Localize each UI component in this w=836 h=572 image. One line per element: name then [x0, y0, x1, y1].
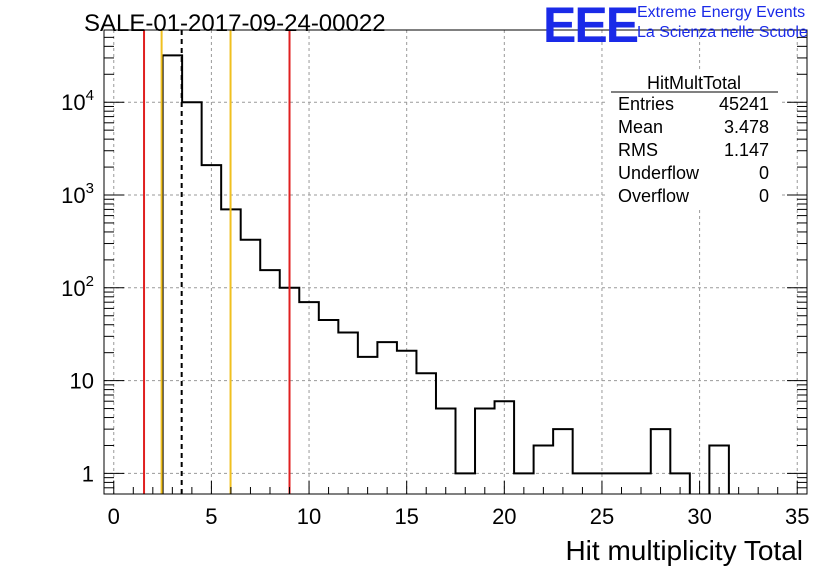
stats-label-underflow: Underflow [618, 163, 700, 183]
x-tick-label: 30 [687, 504, 711, 529]
histogram-bin [553, 429, 573, 494]
x-tick-label: 5 [205, 504, 217, 529]
histogram-bin [241, 240, 261, 494]
histogram-bin [260, 270, 280, 494]
histogram-outline [708, 444, 730, 494]
logo-line-2: La Scienza nelle Scuole [637, 24, 808, 41]
logo-letters: EEE [543, 0, 639, 53]
stats-box: HitMultTotal Entries 45241 Mean 3.478 RM… [608, 70, 780, 208]
histogram-bin [534, 445, 554, 494]
histogram-bin [475, 409, 495, 494]
y-tick-label: 103 [61, 180, 94, 208]
x-tick-label: 25 [590, 504, 614, 529]
y-tick-label: 102 [61, 273, 94, 301]
stats-value-rms: 1.147 [724, 140, 769, 160]
x-axis-label: Hit multiplicity Total [565, 535, 803, 566]
logo-line-1: Extreme Energy Events [637, 4, 806, 21]
y-tick-label: 104 [61, 87, 94, 115]
stats-label-rms: RMS [618, 140, 658, 160]
histogram-bin [709, 445, 729, 494]
stats-label-overflow: Overflow [618, 186, 690, 206]
grid-lines [104, 30, 807, 494]
stats-value-underflow: 0 [759, 163, 769, 183]
histogram-outline [161, 54, 691, 494]
histogram-bin [377, 342, 397, 494]
x-tick-label: 35 [785, 504, 809, 529]
y-tick-label: 1 [82, 461, 94, 486]
histogram-bin [651, 429, 671, 494]
stats-label-entries: Entries [618, 94, 674, 114]
histogram-bin [436, 409, 456, 494]
histogram-bins [161, 54, 730, 494]
histogram-bin [163, 55, 183, 494]
stats-title: HitMultTotal [647, 73, 741, 93]
stats-value-overflow: 0 [759, 186, 769, 206]
histogram-bin [416, 373, 436, 494]
x-tick-label: 20 [492, 504, 516, 529]
chart-title: SALE-01-2017-09-24-00022 [84, 10, 386, 37]
histogram-bin [182, 102, 202, 494]
plot-frame [103, 29, 808, 495]
marker-lines [143, 30, 291, 494]
x-tick-label: 10 [297, 504, 321, 529]
stats-label-mean: Mean [618, 117, 663, 137]
axes: 0 5 10 15 20 25 30 35 1 10 102 103 104 [61, 29, 809, 529]
x-tick-label: 15 [394, 504, 418, 529]
y-tick-label: 10 [70, 369, 94, 394]
stats-value-entries: 45241 [719, 94, 769, 114]
stats-value-mean: 3.478 [724, 117, 769, 137]
histogram-bin [338, 332, 358, 494]
histogram-bin [319, 320, 339, 494]
x-tick-label: 0 [108, 504, 120, 529]
